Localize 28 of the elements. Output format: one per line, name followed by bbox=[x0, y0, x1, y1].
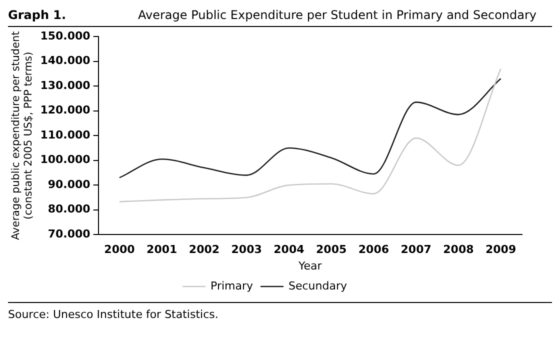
caption: Graph 1. bbox=[8, 8, 68, 22]
x-tick-label: 2005 bbox=[316, 243, 347, 256]
x-tick-label: 2004 bbox=[274, 243, 305, 256]
line-series bbox=[118, 78, 502, 178]
x-tick-label: 2002 bbox=[188, 243, 220, 256]
y-tick-label: 100.000 bbox=[40, 153, 91, 166]
x-tick-label: 2006 bbox=[358, 243, 390, 256]
legend-label: Primary bbox=[210, 279, 254, 292]
chart-title: Average Public Expenditure per Student in Primary and Secondary bbox=[138, 8, 537, 22]
y-axis-title: Average public expenditure per student (constant 2005 US$, PPP terms) bbox=[10, 31, 35, 240]
x-tick-label: 2003 bbox=[231, 243, 262, 256]
source-note: Source: Unesco Institute for Statistics. bbox=[8, 302, 552, 321]
x-tick-label: 2001 bbox=[146, 243, 178, 256]
legend-label: Secundary bbox=[288, 279, 348, 292]
x-tick-label: 2008 bbox=[443, 243, 474, 256]
x-tick-label: 2000 bbox=[104, 243, 136, 256]
y-tick-label: 70.000 bbox=[48, 227, 91, 240]
y-tick-label: 130.000 bbox=[40, 78, 91, 92]
x-tick-label: 2009 bbox=[486, 243, 516, 256]
y-tick-label: 110.000 bbox=[40, 128, 91, 142]
y-tick-label: 140.000 bbox=[40, 54, 91, 68]
y-tick-label: 120.000 bbox=[40, 104, 91, 117]
y-tick-label: 150.000 bbox=[40, 29, 91, 42]
y-tick-label: 80.000 bbox=[48, 202, 91, 216]
x-tick-label: 2007 bbox=[400, 243, 432, 256]
x-axis-title: Year bbox=[298, 259, 322, 272]
line-series bbox=[118, 68, 502, 202]
y-tick-label: 90.000 bbox=[48, 178, 91, 191]
